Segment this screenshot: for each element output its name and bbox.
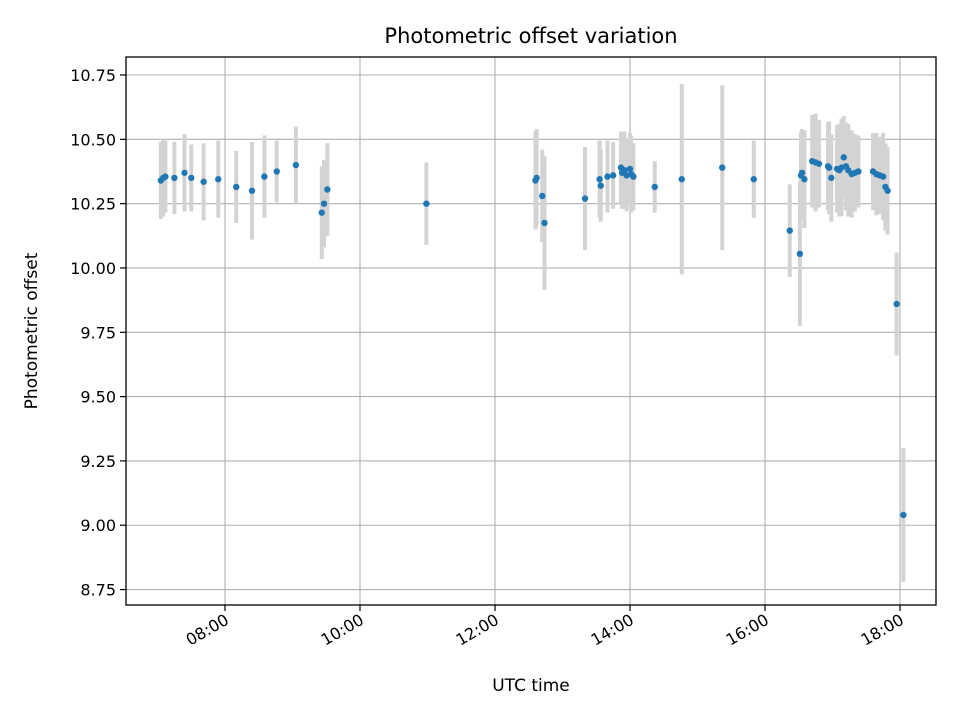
data-point [188,174,195,182]
x-axis-ticks: 08:00 10:00 12:00 14:00 16:00 18:00 [183,605,907,650]
data-point [855,168,862,175]
y-tick-label: 9.50 [80,388,116,407]
plot-frame [125,56,937,606]
point-layer [157,154,907,519]
data-point [719,164,726,171]
data-point [801,176,808,183]
data-point [273,168,280,175]
data-point [320,200,328,207]
data-point [815,160,823,167]
x-tick-label: 10:00 [318,610,367,650]
x-tick-label: 16:00 [723,610,772,650]
x-tick-label: 14:00 [588,610,637,650]
data-point [324,186,331,193]
y-axis-ticks: 8.75 9.00 9.25 9.50 9.75 10.00 10.25 10.50 10.75 [70,66,126,600]
data-point [181,169,188,176]
data-point [621,167,628,174]
data-point [609,172,617,179]
data-point [825,164,833,171]
data-point [786,227,793,234]
data-point [581,195,589,202]
data-point [828,174,835,182]
y-tick-label: 9.00 [80,516,116,535]
data-point [597,182,604,189]
data-point [541,219,548,227]
data-point [651,183,658,191]
data-point [900,511,907,519]
data-point [539,192,546,200]
y-tick-label: 9.25 [80,452,116,471]
y-tick-label: 10.00 [70,259,116,278]
data-point [893,300,900,308]
data-point [215,176,222,183]
data-point [248,187,256,194]
x-axis-title: UTC time [492,676,570,696]
x-tick-label: 18:00 [858,610,907,650]
data-point [750,176,757,183]
data-point [292,161,300,169]
data-point [796,250,804,258]
x-tick-label: 08:00 [183,610,232,650]
data-point [798,169,806,176]
data-point [162,173,169,180]
data-point [604,173,611,180]
data-point [884,187,891,194]
data-point [879,173,887,180]
data-point [200,178,207,185]
y-tick-label: 10.25 [70,195,116,214]
data-point [533,174,540,182]
data-point [840,154,847,161]
y-tick-label: 10.50 [70,130,116,149]
y-tick-label: 10.75 [70,66,116,85]
data-point [678,176,685,183]
data-point [318,209,325,216]
data-point [626,165,634,173]
y-tick-label: 8.75 [80,581,116,600]
data-point [261,173,268,180]
x-tick-label: 12:00 [453,610,502,650]
data-point [423,200,430,207]
chart-title: Photometric offset variation [384,24,677,48]
data-point [596,176,603,183]
data-point [171,174,178,182]
errorbar-layer [158,84,906,582]
data-point [233,183,240,191]
data-point [630,173,637,180]
y-axis-title: Photometric offset [22,252,42,409]
y-tick-label: 9.75 [80,323,116,342]
